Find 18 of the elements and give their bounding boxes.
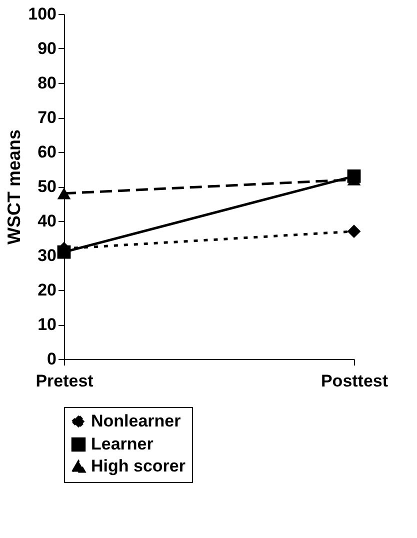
- y-tick-label: 90: [38, 39, 56, 58]
- y-tick-label: 100: [28, 4, 56, 24]
- y-tick-label: 40: [38, 212, 56, 230]
- y-tick-label: 80: [38, 74, 56, 92]
- y-tick-label: 20: [38, 280, 56, 300]
- y-tick-label: 10: [38, 315, 56, 334]
- y-tick-label: 0: [47, 350, 56, 368]
- y-tick-label: 50: [38, 177, 56, 196]
- x-tick-label: Pretest: [36, 372, 94, 390]
- legend-label: High scorer: [91, 456, 186, 476]
- x-tick-label: Posttest: [320, 372, 388, 390]
- y-tick-label: 30: [38, 246, 56, 265]
- y-tick-label: 60: [38, 142, 56, 162]
- legend-label: Learner: [91, 434, 154, 454]
- y-tick-label: 70: [38, 108, 56, 127]
- y-axis-title: WSCT means: [4, 129, 24, 245]
- legend-label: Nonlearner: [91, 412, 182, 430]
- point: [347, 224, 361, 238]
